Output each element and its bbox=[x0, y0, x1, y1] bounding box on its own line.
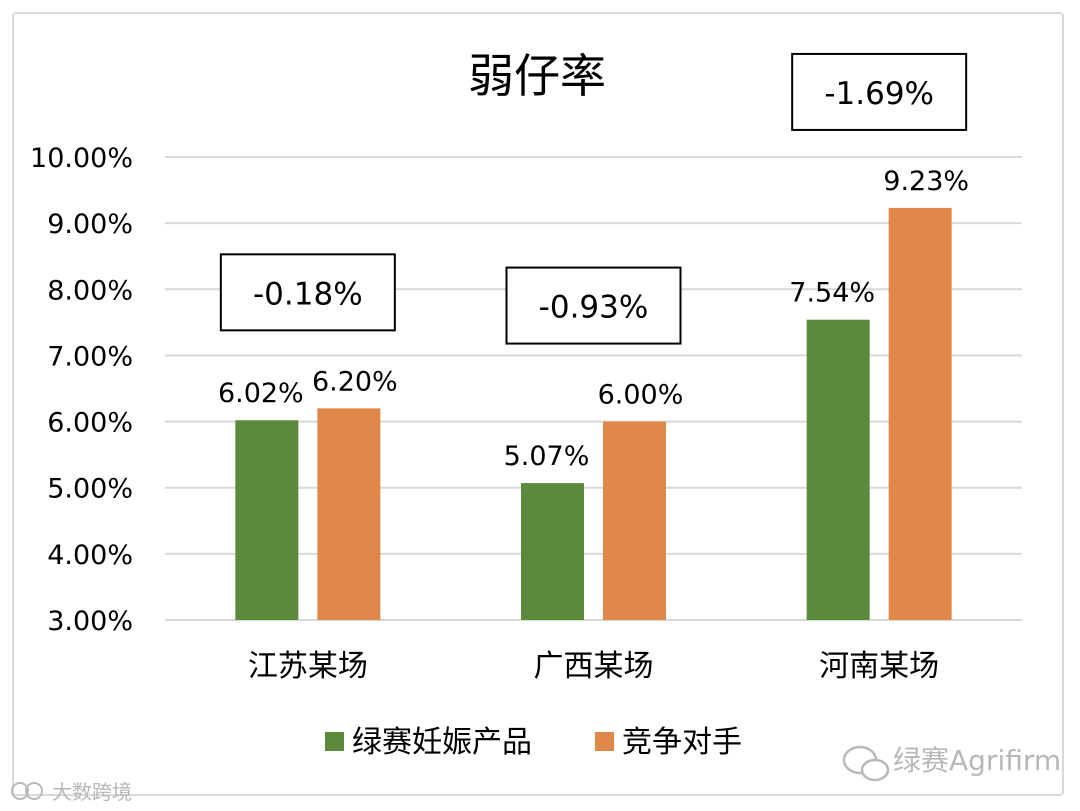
difference-label: -1.69% bbox=[824, 76, 934, 112]
difference-boxes: -0.18% -0.93% -1.69% bbox=[219, 52, 968, 345]
bar-competitor bbox=[888, 207, 952, 620]
data-label: 9.23% bbox=[883, 166, 969, 197]
chart-title: 弱仔率 bbox=[468, 49, 606, 103]
y-tick-label: 6.00% bbox=[47, 408, 133, 439]
y-tick-label: 9.00% bbox=[47, 209, 133, 240]
data-label: 5.07% bbox=[504, 441, 590, 472]
y-axis-ticks: 3.00% 4.00% 5.00% 6.00% 7.00% 8.00% 9.00% 10.00… bbox=[30, 143, 133, 637]
data-label: 6.00% bbox=[598, 380, 684, 411]
y-tick-label: 7.00% bbox=[47, 341, 133, 372]
legend-label: 竞争对手 bbox=[622, 725, 742, 760]
y-tick-label: 8.00% bbox=[47, 275, 133, 306]
wechat-icon bbox=[842, 745, 890, 782]
bar-agrifirm bbox=[235, 420, 299, 620]
watermark-left: 大数跨境 bbox=[52, 780, 132, 804]
bars bbox=[235, 207, 952, 620]
bar-competitor bbox=[603, 421, 666, 620]
data-labels: 6.02% 6.20% 5.07% 6.00% 7.54% 9.23% bbox=[218, 166, 969, 472]
brand-logo-icon bbox=[11, 782, 43, 800]
x-category-label: 江苏某场 bbox=[248, 649, 368, 684]
legend-label: 绿赛妊娠产品 bbox=[352, 725, 532, 760]
watermark-right: 绿赛Agrifirm bbox=[893, 744, 1061, 777]
bar-agrifirm bbox=[521, 483, 584, 620]
bar-agrifirm bbox=[806, 319, 870, 620]
legend-swatch bbox=[595, 732, 614, 751]
difference-label: -0.18% bbox=[253, 276, 363, 312]
difference-box: -0.18% bbox=[219, 253, 396, 332]
legend-swatch bbox=[325, 732, 344, 751]
difference-box: -1.69% bbox=[791, 52, 968, 131]
x-axis-categories: 江苏某场 广西某场 河南某场 bbox=[248, 649, 939, 684]
y-tick-label: 10.00% bbox=[30, 143, 133, 174]
difference-box: -0.93% bbox=[505, 266, 682, 345]
x-category-label: 广西某场 bbox=[534, 649, 654, 684]
difference-label: -0.93% bbox=[539, 290, 649, 326]
bar-competitor bbox=[317, 408, 381, 620]
x-category-label: 河南某场 bbox=[819, 649, 939, 684]
data-label: 6.20% bbox=[312, 366, 398, 397]
y-tick-label: 5.00% bbox=[47, 474, 133, 505]
data-label: 6.02% bbox=[218, 378, 304, 409]
y-tick-label: 3.00% bbox=[47, 606, 133, 637]
data-label: 7.54% bbox=[789, 278, 875, 309]
y-tick-label: 4.00% bbox=[47, 540, 133, 571]
legend: 绿赛妊娠产品 竞争对手 bbox=[325, 725, 742, 760]
